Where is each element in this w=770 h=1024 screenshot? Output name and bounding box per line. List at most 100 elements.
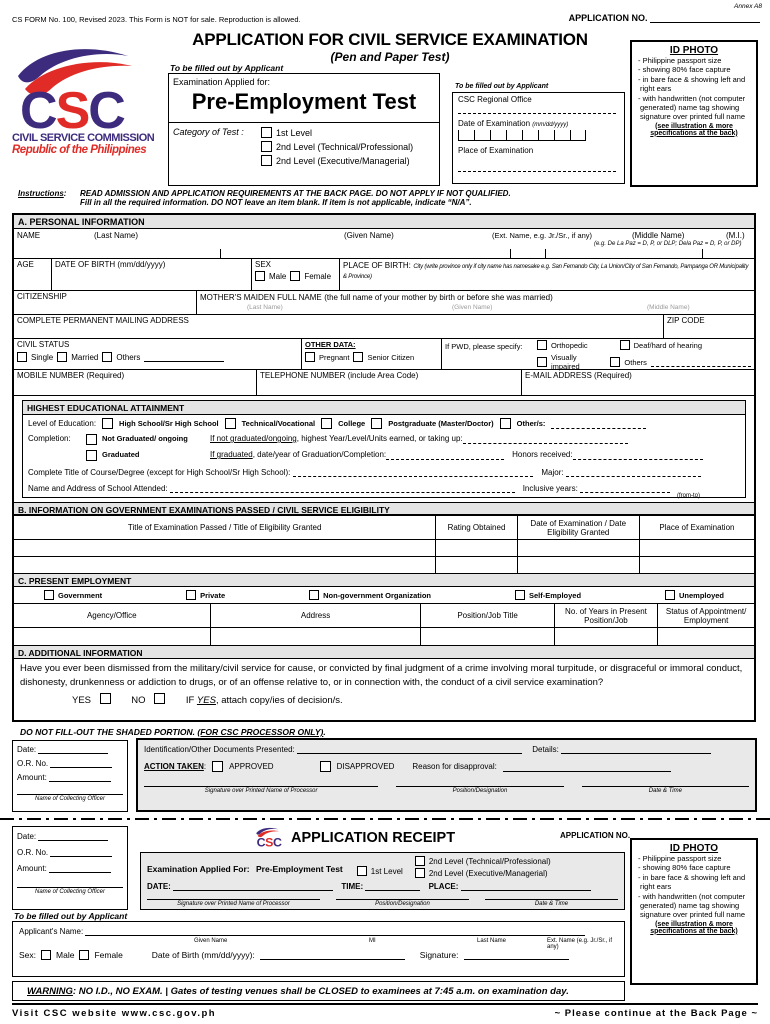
checkbox-techvoc[interactable] — [224, 418, 236, 429]
main-form-box: A. PERSONAL INFORMATION NAME (Last Name)… — [12, 213, 756, 722]
citizenship-cell[interactable]: CITIZENSHIP — [14, 291, 197, 314]
deaf-label: Deaf/hard of hearing — [633, 340, 703, 350]
checkbox-applicant-male[interactable] — [41, 950, 52, 960]
csc-country: Republic of the Philippines — [12, 144, 147, 156]
checkbox-pwd-others[interactable] — [610, 357, 621, 367]
eligibility-row[interactable] — [14, 539, 754, 557]
course-label: Complete Title of Course/Degree (except … — [28, 468, 291, 477]
checkbox-single[interactable] — [17, 352, 27, 362]
checkbox-2nd-level-exec[interactable] — [261, 155, 272, 166]
checkbox-yes[interactable] — [99, 692, 111, 704]
date-of-exam-label: Date of Examination — [458, 119, 533, 128]
id-photo-bullet: - Philippine passport size — [638, 854, 722, 863]
email-cell[interactable]: E-MAIL ADDRESS (Required) — [522, 370, 754, 395]
amount-label: Amount: — [17, 864, 47, 873]
checkbox-college[interactable] — [321, 418, 333, 429]
sig-datetime-label: Date & Time — [581, 786, 750, 794]
course-line — [292, 467, 533, 477]
page-title: APPLICATION FOR CIVIL SERVICE EXAMINATIO… — [192, 30, 588, 49]
checkbox-civil-others[interactable] — [102, 352, 113, 362]
checkbox-receipt-1st-level[interactable] — [356, 866, 367, 876]
orthopedic-label: Orthopedic — [550, 340, 588, 350]
sex-cell: SEX Male Female — [252, 259, 340, 290]
eligibility-table: Title of Examination Passed / Title of E… — [14, 515, 754, 574]
csc-org-name: CIVIL SERVICE COMMISSION — [12, 132, 155, 144]
hs-label: High School/Sr High School — [119, 419, 219, 428]
mi-label: (M.I.) — [726, 231, 745, 240]
date-comb-input[interactable] — [458, 130, 619, 143]
civil-others-label: Others — [116, 352, 141, 362]
checkbox-applicant-female[interactable] — [79, 950, 90, 960]
eligibility-row[interactable] — [14, 556, 754, 574]
checkbox-deaf[interactable] — [619, 340, 630, 350]
techvoc-label: Technical/Vocational — [241, 419, 316, 428]
instructions-label: Instructions — [18, 189, 64, 198]
age-cell[interactable]: AGE — [14, 259, 52, 290]
dob-cell[interactable]: DATE OF BIRTH (mm/dd/yyyy) — [52, 259, 252, 290]
csc-regional-office-label: CSC Regional Office — [458, 95, 532, 104]
checkbox-receipt-2nd-exec[interactable] — [414, 868, 425, 878]
or-no-label: O.R. No. — [17, 848, 49, 857]
processor-action-box: Identification/Other Documents Presented… — [136, 738, 757, 812]
checkbox-receipt-2nd-tech[interactable] — [414, 856, 425, 866]
checkbox-approved[interactable] — [212, 761, 224, 772]
ext-name-label: (Ext. Name, e.g. Jr./Sr., if any) — [492, 231, 593, 240]
checkbox-self-employed[interactable] — [514, 590, 525, 600]
id-photo-bullet: - with handwritten (not computer generat… — [638, 891, 746, 920]
single-label: Single — [31, 352, 54, 362]
dismissal-question: Have you ever been dismissed from the mi… — [20, 663, 743, 688]
checkbox-senior[interactable] — [353, 352, 364, 362]
checkbox-ngo[interactable] — [309, 590, 320, 600]
shaded-notice-paren: (FOR CSC PROCESSOR ONLY) — [197, 727, 324, 737]
checkbox-visually-impaired[interactable] — [536, 357, 547, 367]
regional-office-box: CSC Regional Office Date of Examination … — [452, 92, 625, 184]
receipt-date-line — [173, 881, 334, 891]
applicant-name-line — [85, 926, 586, 936]
mother-given-label: (Given Name) — [452, 304, 493, 311]
checkbox-orthopedic[interactable] — [536, 340, 547, 350]
mobile-cell[interactable]: MOBILE NUMBER (Required) — [14, 370, 257, 395]
pob-cell[interactable]: PLACE OF BIRTH: City (write province onl… — [340, 259, 754, 290]
checkbox-male[interactable] — [255, 271, 265, 281]
exam-applied-box: Examination Applied for: Pre-Employment … — [168, 73, 440, 186]
checkbox-edu-others[interactable] — [499, 418, 511, 429]
checkbox-graduated[interactable] — [86, 450, 97, 461]
employment-row[interactable] — [14, 627, 754, 646]
checkbox-2nd-level-tech[interactable] — [261, 141, 272, 152]
zip-cell[interactable]: ZIP CODE — [664, 315, 754, 338]
level-2t-label: 2nd Level (Technical/Professional) — [276, 141, 414, 152]
checkbox-female[interactable] — [290, 271, 301, 281]
address-cell[interactable]: COMPLETE PERMANENT MAILING ADDRESS — [14, 315, 664, 338]
checkbox-government[interactable] — [44, 590, 54, 600]
checkbox-postgrad[interactable] — [371, 418, 383, 429]
or-no-label: O.R. No. — [17, 759, 49, 768]
checkbox-1st-level[interactable] — [261, 127, 272, 138]
level-of-education-label: Level of Education: — [28, 419, 97, 428]
date-label: Date: — [17, 832, 37, 841]
if-not-grad-label: If not graduated/ongoing — [210, 434, 297, 443]
col-position: Position/Job Title — [420, 603, 555, 628]
if-not-grad-rest: , highest Year/Level/Units earned, or ta… — [296, 434, 463, 443]
pwd-others-line — [650, 357, 751, 367]
amount-line — [49, 772, 112, 782]
checkbox-unemployed[interactable] — [664, 590, 675, 600]
school-line — [170, 483, 516, 493]
instructions-colon: : — [63, 189, 67, 198]
checkbox-disapproved[interactable] — [319, 761, 331, 772]
id-photo-box: ID PHOTO - Philippine passport size - sh… — [630, 40, 758, 187]
checkbox-no[interactable] — [154, 692, 166, 704]
senior-citizen-label: Senior Citizen — [367, 352, 415, 362]
checkbox-married[interactable] — [57, 352, 68, 362]
mother-name-cell[interactable]: MOTHER'S MAIDEN FULL NAME (the full name… — [197, 291, 754, 314]
telephone-cell[interactable]: TELEPHONE NUMBER (include Area Code) — [257, 370, 522, 395]
checkbox-pregnant[interactable] — [305, 352, 315, 362]
checkbox-private[interactable] — [186, 590, 197, 600]
receipt-exam-box: Examination Applied For: Pre-Employment … — [140, 852, 625, 910]
completion-label: Completion: — [28, 434, 71, 443]
section-b-header: B. INFORMATION ON GOVERNMENT EXAMINATION… — [14, 502, 754, 515]
checkbox-highschool[interactable] — [102, 418, 114, 429]
female-label: Female — [94, 950, 123, 960]
married-label: Married — [71, 352, 99, 362]
form-number-line: CS FORM No. 100, Revised 2023. This Form… — [12, 15, 301, 24]
checkbox-not-graduated[interactable] — [86, 434, 97, 445]
